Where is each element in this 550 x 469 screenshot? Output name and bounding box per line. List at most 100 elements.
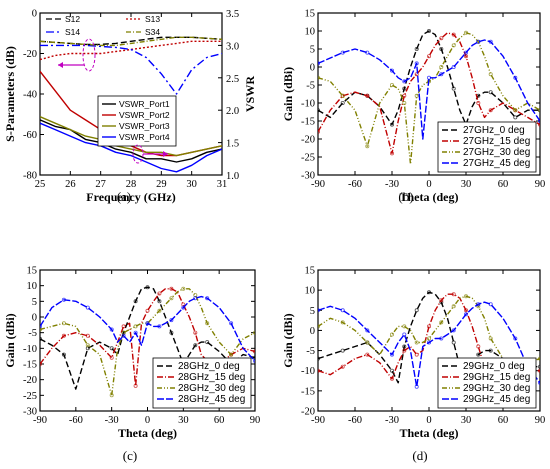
- data-point-29ghz-15-deg: [538, 368, 540, 373]
- y-tick-label: -30: [23, 407, 37, 418]
- y-tick-label: -20: [23, 375, 37, 386]
- data-point-27ghz-30-deg: [463, 30, 468, 35]
- data-point-29ghz-15-deg: [463, 308, 468, 313]
- data-point-27ghz-0-deg: [402, 86, 407, 91]
- data-point-29ghz-30-deg: [389, 332, 394, 337]
- data-point-29ghz-45-deg: [389, 352, 394, 357]
- x-tick-label: 0: [426, 179, 431, 190]
- annotation-ellipse: [82, 38, 96, 72]
- data-point-27ghz-45-deg: [513, 75, 518, 80]
- data-point-29ghz-15-deg: [318, 368, 320, 373]
- data-point-27ghz-15-deg: [451, 32, 456, 37]
- series-line-27ghz-45-deg: [318, 39, 540, 140]
- y-tick-label: 15: [305, 9, 316, 20]
- data-point-27ghz-45-deg: [439, 72, 444, 77]
- data-point-27ghz-15-deg: [389, 151, 394, 156]
- y2-tick-label: 2.5: [226, 74, 239, 85]
- data-point-28ghz-45-deg: [169, 318, 174, 323]
- x-axis-label: Frequency (GHz): [86, 190, 175, 204]
- x-tick-label: 25: [35, 179, 46, 190]
- y-tick-label: 0: [32, 313, 37, 324]
- data-point-29ghz-0-deg: [476, 352, 481, 357]
- y-tick-label: -10: [301, 99, 315, 110]
- x-axis-label: Theta (deg): [118, 426, 177, 440]
- data-point-27ghz-45-deg: [488, 39, 493, 44]
- legend-label: 28GHz_0 deg: [178, 361, 240, 372]
- y-tick-label: 10: [305, 27, 316, 38]
- y-tick-label: 15: [305, 266, 316, 277]
- y-tick-label: -80: [23, 171, 37, 182]
- data-point-27ghz-30-deg: [318, 75, 320, 80]
- series-line-vswr-port3: [40, 116, 222, 157]
- data-point-28ghz-15-deg: [157, 291, 162, 296]
- data-point-28ghz-30-deg: [157, 308, 162, 313]
- series-line-vswr-port4: [40, 122, 222, 173]
- x-tick-label: 90: [250, 415, 261, 426]
- x-tick-label: 26: [65, 179, 76, 190]
- x-axis-label: Theta (deg): [400, 190, 459, 204]
- y-tick-label: 5: [310, 306, 315, 317]
- curves: [40, 36, 222, 173]
- data-point-28ghz-30-deg: [109, 393, 114, 398]
- y-tick-label: 15: [27, 266, 38, 277]
- data-point-29ghz-30-deg: [426, 336, 431, 341]
- data-point-28ghz-0-deg: [109, 346, 114, 351]
- data-point-27ghz-45-deg: [476, 39, 481, 44]
- curves: [318, 28, 540, 165]
- data-point-28ghz-0-deg: [145, 285, 150, 290]
- x-tick-label: -90: [311, 415, 325, 426]
- legend-label: 27GHz_45 deg: [463, 158, 530, 169]
- x-tick-label: 90: [535, 179, 546, 190]
- data-point-28ghz-45-deg: [109, 327, 114, 332]
- data-point-28ghz-15-deg: [145, 308, 150, 313]
- data-point-27ghz-0-deg: [451, 86, 456, 91]
- data-point-27ghz-15-deg: [488, 108, 493, 113]
- data-point-28ghz-45-deg: [145, 321, 150, 326]
- x-tick-label: 30: [186, 179, 197, 190]
- data-point-27ghz-15-deg: [414, 72, 419, 77]
- x-tick-label: -30: [105, 415, 119, 426]
- data-point-27ghz-45-deg: [451, 65, 456, 70]
- x-axis-label: Theta (deg): [400, 426, 459, 440]
- data-point-29ghz-15-deg: [389, 376, 394, 381]
- x-tick-label: -60: [348, 179, 362, 190]
- y-tick-label: -25: [23, 391, 37, 402]
- data-point-27ghz-30-deg: [389, 83, 394, 88]
- x-tick-label: 29: [156, 179, 167, 190]
- y-tick-label: -15: [301, 117, 315, 128]
- y2-tick-label: 3.5: [226, 9, 239, 20]
- data-point-27ghz-45-deg: [389, 68, 394, 73]
- x-tick-label: 60: [498, 415, 509, 426]
- x-tick-label: -60: [348, 415, 362, 426]
- data-point-28ghz-0-deg: [157, 299, 162, 304]
- x-tick-label: -30: [385, 179, 399, 190]
- legend-label: S13: [145, 14, 160, 24]
- series-line-s14: [40, 44, 222, 95]
- data-point-27ghz-15-deg: [463, 54, 468, 59]
- data-point-29ghz-45-deg: [476, 302, 481, 307]
- data-point-27ghz-15-deg: [538, 122, 540, 127]
- legend-label: 29GHz_45 deg: [463, 394, 530, 405]
- data-point-28ghz-30-deg: [169, 296, 174, 301]
- data-point-29ghz-15-deg: [451, 292, 456, 297]
- y2-tick-label: 1.0: [226, 171, 239, 182]
- legend-label: 27GHz_0 deg: [463, 125, 525, 136]
- data-point-28ghz-45-deg: [157, 324, 162, 329]
- y-tick-label: -20: [23, 49, 37, 60]
- panel-label-b: (b): [398, 189, 413, 204]
- legend-label: VSWR_Port3: [119, 121, 170, 131]
- series-line-28ghz-45-deg: [40, 295, 255, 362]
- panel-label-d: (d): [412, 448, 427, 463]
- legend-label: S12: [65, 14, 80, 24]
- data-point-29ghz-30-deg: [463, 294, 468, 299]
- data-point-27ghz-30-deg: [402, 101, 407, 106]
- annotation-arrowhead: [163, 151, 168, 157]
- data-point-29ghz-0-deg: [451, 340, 456, 345]
- data-point-28ghz-45-deg: [193, 296, 198, 301]
- panel-d: -90 -60 -30 0 30 60 90 -20 -15 -10 -5 0 5 10 15 Theta (…: [281, 266, 545, 441]
- y-tick-label: -10: [301, 366, 315, 377]
- panel-label-c: (c): [123, 448, 137, 463]
- data-point-29ghz-45-deg: [513, 336, 518, 341]
- data-point-29ghz-0-deg: [402, 344, 407, 349]
- data-point-27ghz-30-deg: [538, 108, 540, 113]
